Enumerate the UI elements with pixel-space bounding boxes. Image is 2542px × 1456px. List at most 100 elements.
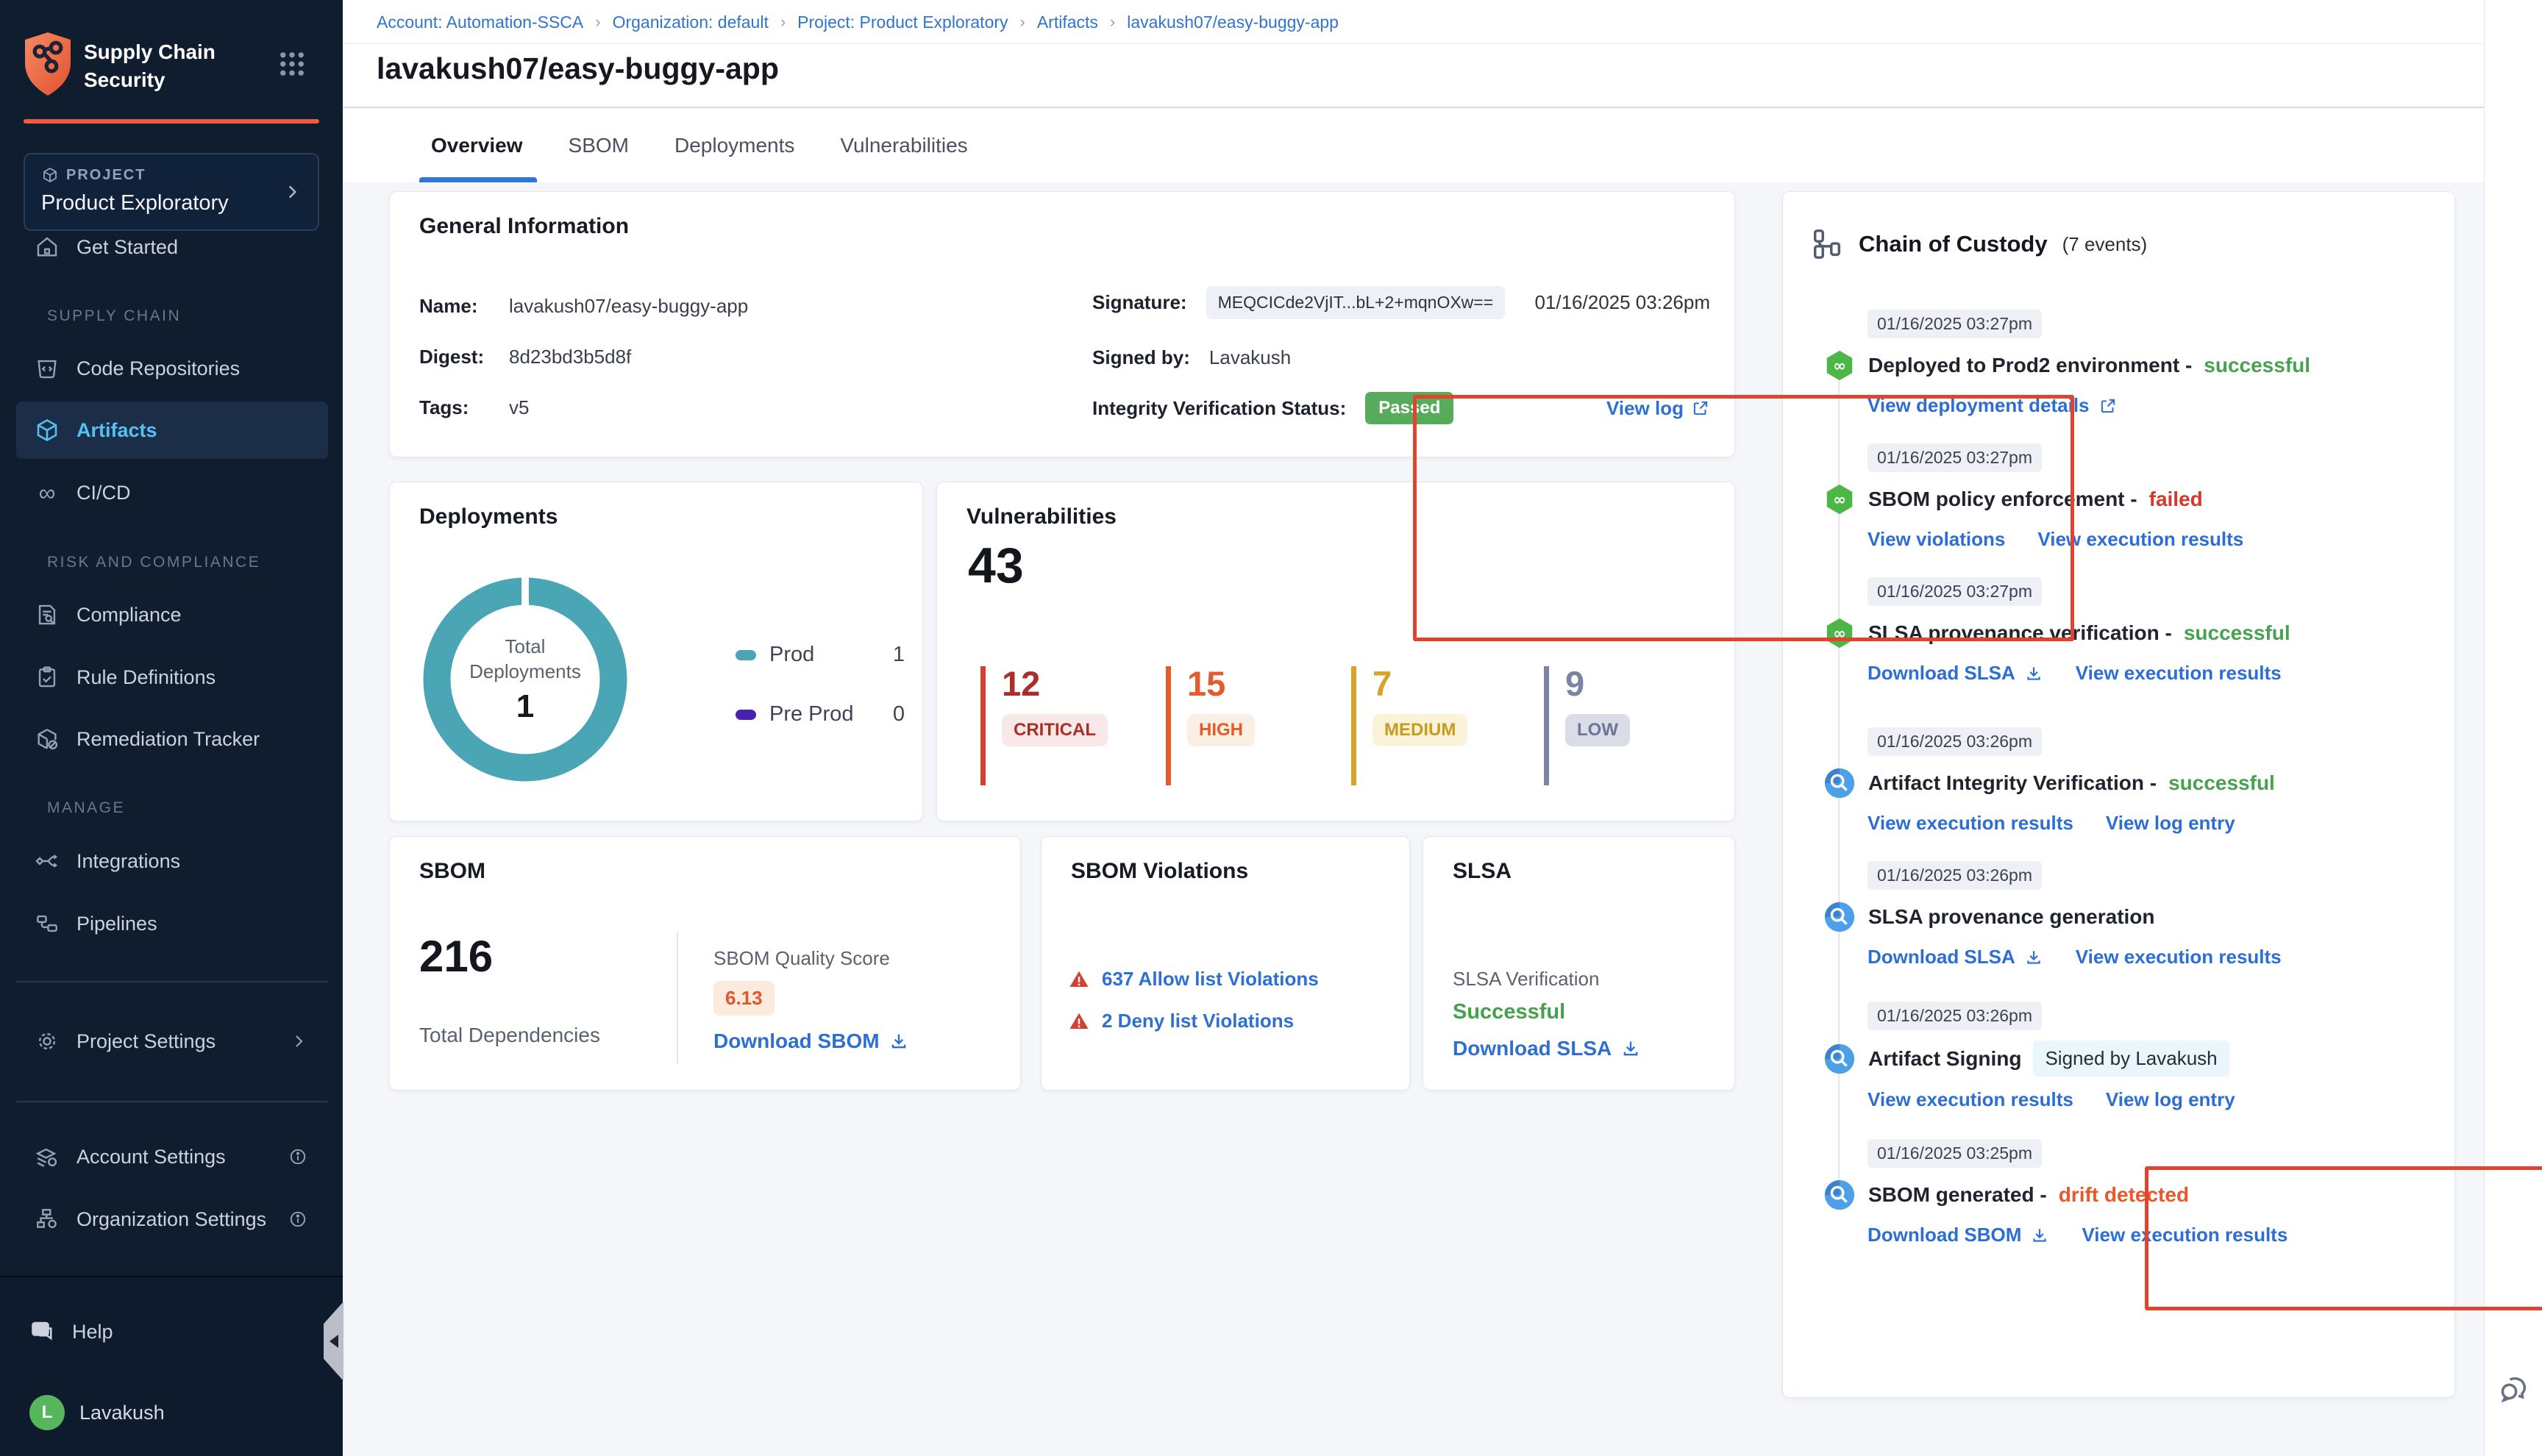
critical-badge: CRITICAL — [1002, 714, 1108, 746]
org-tree-gear-icon — [34, 1206, 60, 1232]
tab-overview[interactable]: Overview — [431, 133, 523, 157]
breadcrumb-organization[interactable]: Organization: default — [612, 12, 769, 32]
signature-value[interactable]: MEQCICde2VjIT...bL+2+mqnOXw== — [1206, 286, 1506, 319]
sidebar-item-organization-settings[interactable]: Organization Settings — [16, 1196, 328, 1242]
breadcrumb-artifacts[interactable]: Artifacts — [1036, 12, 1098, 32]
svg-text:∞: ∞ — [1833, 624, 1846, 642]
view-execution-results-link[interactable]: View execution results — [2075, 662, 2282, 684]
sidebar-item-artifacts[interactable]: Artifacts — [16, 402, 328, 459]
total-deployments-value: 1 — [516, 688, 535, 724]
signature-label: Signature: — [1092, 291, 1187, 313]
sidebar-item-label: Code Repositories — [76, 357, 241, 379]
event-title: SLSA provenance generation — [1868, 905, 2155, 928]
event-timestamp: 01/16/2025 03:27pm — [1868, 310, 2043, 338]
chevron-right-icon — [282, 182, 302, 201]
download-slsa-link[interactable]: Download SLSA — [1868, 946, 2043, 968]
gear-icon — [34, 1028, 60, 1054]
view-violations-link[interactable]: View violations — [1868, 528, 2006, 550]
chain-event-sbom-policy-enforcement: 01/16/2025 03:27pm ∞ SBOM policy enforce… — [1823, 443, 2433, 551]
sidebar-item-get-started[interactable]: Get Started — [16, 224, 328, 270]
legend-item-prod[interactable]: Prod 1 — [736, 643, 905, 667]
low-badge: LOW — [1565, 714, 1630, 746]
document-search-icon — [34, 602, 60, 628]
event-timestamp: 01/16/2025 03:26pm — [1868, 861, 2043, 890]
view-deployment-details-link[interactable]: View deployment details — [1868, 394, 2118, 417]
info-icon[interactable] — [288, 1210, 307, 1229]
tab-sbom[interactable]: SBOM — [568, 133, 629, 157]
name-label: Name: — [419, 295, 478, 317]
severity-low: 9 LOW — [1544, 666, 1630, 785]
app-title: Supply Chain Security — [84, 40, 216, 91]
download-icon — [891, 1034, 905, 1049]
sidebar-item-code-repositories[interactable]: Code Repositories — [16, 346, 328, 391]
brand-header: Supply Chain Security — [0, 0, 343, 154]
legend-item-pre-prod[interactable]: Pre Prod 0 — [736, 702, 905, 727]
clipboard-check-icon — [34, 664, 60, 690]
sidebar-item-remediation-tracker[interactable]: Remediation Tracker — [16, 716, 328, 762]
tab-deployments[interactable]: Deployments — [674, 133, 795, 157]
sidebar-item-pipelines[interactable]: Pipelines — [16, 901, 328, 946]
info-icon[interactable] — [288, 1147, 307, 1166]
view-log-entry-link[interactable]: View log entry — [2105, 812, 2235, 834]
sidebar-item-label: CI/CD — [76, 481, 131, 504]
view-log-link[interactable]: View log — [1606, 397, 1710, 420]
right-utility-rail — [2484, 0, 2542, 1456]
prod-swatch-icon — [736, 649, 756, 660]
project-selector[interactable]: PROJECT Product Exploratory — [24, 153, 319, 231]
pre-prod-swatch-icon — [736, 709, 756, 720]
event-timestamp: 01/16/2025 03:27pm — [1868, 443, 2043, 472]
brand-divider — [24, 119, 319, 124]
sidebar-footer: ? Help L Lavakush — [0, 1276, 343, 1456]
download-slsa-link[interactable]: Download SLSA — [1453, 1037, 1641, 1060]
sidebar-item-compliance[interactable]: Compliance — [16, 592, 328, 638]
ssca-module-icon — [1824, 768, 1855, 799]
sidebar-item-cicd[interactable]: ∞ CI/CD — [16, 470, 328, 515]
allow-list-violations-link[interactable]: 637 Allow list Violations — [1068, 968, 1319, 991]
event-status: failed — [2148, 488, 2203, 510]
sidebar-item-project-settings[interactable]: Project Settings — [16, 1018, 328, 1064]
sidebar-item-account-settings[interactable]: Account Settings — [16, 1134, 328, 1180]
support-chat-icon[interactable] — [2495, 1369, 2533, 1407]
card-title: Deployments — [419, 504, 558, 529]
breadcrumb-current[interactable]: lavakush07/easy-buggy-app — [1127, 12, 1339, 32]
download-sbom-link[interactable]: Download SBOM — [1868, 1224, 2049, 1246]
breadcrumb-account[interactable]: Account: Automation-SSCA — [377, 12, 584, 32]
tab-vulnerabilities[interactable]: Vulnerabilities — [840, 133, 968, 157]
view-execution-results-link[interactable]: View execution results — [1868, 812, 2073, 834]
sidebar-item-label: Pipelines — [76, 912, 157, 935]
sidebar-item-integrations[interactable]: Integrations — [16, 838, 328, 884]
help-button[interactable]: ? Help — [29, 1318, 113, 1345]
card-title: Vulnerabilities — [966, 504, 1117, 529]
card-title: SLSA — [1453, 859, 1512, 883]
warning-icon — [1069, 971, 1089, 987]
vulnerabilities-card: Vulnerabilities 43 12 CRITICAL 15 HIGH 7… — [936, 482, 1735, 821]
view-execution-results-link[interactable]: View execution results — [2037, 528, 2244, 550]
view-execution-results-link[interactable]: View execution results — [1868, 1088, 2073, 1110]
avatar: L — [29, 1395, 65, 1430]
chain-event-artifact-integrity-verification: 01/16/2025 03:26pm Artifact Integrity Ve… — [1823, 727, 2433, 835]
module-grid-icon[interactable] — [277, 49, 307, 79]
user-menu[interactable]: L Lavakush — [29, 1395, 165, 1430]
sidebar-item-label: Organization Settings — [76, 1207, 267, 1230]
card-title: General Information — [419, 214, 630, 238]
view-log-entry-link[interactable]: View log entry — [2105, 1088, 2235, 1110]
severity-medium: 7 MEDIUM — [1351, 666, 1468, 785]
medium-badge: MEDIUM — [1373, 714, 1468, 746]
active-tab-indicator — [419, 177, 537, 182]
sidebar-item-rule-definitions[interactable]: Rule Definitions — [16, 654, 328, 700]
deny-list-violations-link[interactable]: 2 Deny list Violations — [1068, 1010, 1294, 1032]
event-status: successful — [2168, 771, 2275, 794]
vertical-divider — [677, 932, 678, 1063]
event-title: SBOM generated - — [1868, 1183, 2047, 1206]
svg-text:∞: ∞ — [1833, 356, 1846, 374]
severity-critical: 12 CRITICAL — [980, 666, 1108, 785]
view-execution-results-link[interactable]: View execution results — [2082, 1224, 2288, 1246]
breadcrumb-project[interactable]: Project: Product Exploratory — [797, 12, 1008, 32]
chain-event-sbom-generated: 01/16/2025 03:25pm SBOM generated - drif… — [1823, 1139, 2433, 1246]
svg-text:∞: ∞ — [1833, 490, 1846, 508]
breadcrumb-separator: › — [595, 13, 601, 31]
download-sbom-link[interactable]: Download SBOM — [713, 1029, 909, 1053]
view-execution-results-link[interactable]: View execution results — [2075, 946, 2282, 968]
sidebar-section-risk-and-compliance: RISK AND COMPLIANCE — [47, 554, 261, 571]
download-slsa-link[interactable]: Download SLSA — [1868, 662, 2043, 685]
